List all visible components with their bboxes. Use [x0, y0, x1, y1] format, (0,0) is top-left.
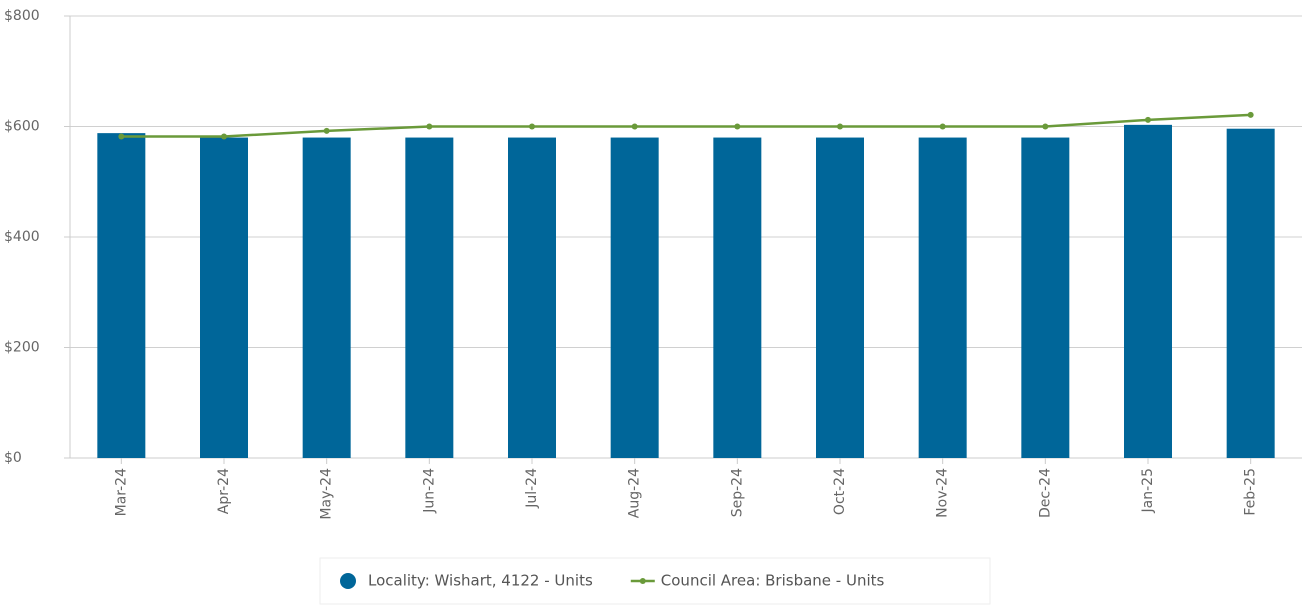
bar: [713, 137, 762, 459]
x-tick-label: Jul-24: [524, 468, 540, 509]
y-tick-label: $200: [4, 340, 40, 356]
bar: [1124, 124, 1172, 458]
x-tick-label: Oct-24: [832, 468, 848, 515]
line-point: [631, 123, 638, 130]
bar: [200, 137, 248, 459]
x-tick-label: Dec-24: [1037, 468, 1053, 518]
y-tick-label: $600: [4, 119, 40, 135]
legend-symbol: [340, 573, 356, 589]
x-tick-label: Aug-24: [627, 468, 643, 518]
legend-label: Council Area: Brisbane - Units: [661, 572, 885, 590]
x-tick-label: Jun-24: [421, 468, 437, 514]
bar: [405, 137, 454, 459]
y-tick-label: $0: [4, 450, 22, 466]
bar: [1226, 128, 1275, 458]
line-point: [323, 127, 330, 134]
line-point: [734, 123, 741, 130]
line-point: [221, 133, 227, 140]
line-point: [529, 123, 535, 130]
bar: [610, 137, 659, 459]
bar: [816, 137, 864, 459]
x-tick-label: Jan-25: [1140, 468, 1156, 513]
line-point: [939, 123, 946, 130]
legend-label: Locality: Wishart, 4122 - Units: [368, 572, 593, 590]
line-point: [1145, 116, 1151, 123]
line: [121, 113, 1251, 138]
legend-box: [319, 557, 991, 605]
bar: [1021, 137, 1070, 459]
x-tick-label: Apr-24: [216, 468, 232, 514]
line-point: [1247, 111, 1254, 118]
line-point: [837, 123, 843, 130]
legend-symbol: [639, 578, 646, 584]
x-tick-label: Sep-24: [729, 468, 745, 517]
x-tick-label: Nov-24: [935, 468, 951, 518]
line-point: [118, 133, 125, 140]
y-tick-label: $800: [4, 8, 40, 24]
y-tick-label: $400: [4, 229, 40, 245]
bar: [97, 133, 146, 458]
line-point: [1042, 123, 1049, 130]
line-point: [426, 123, 433, 130]
bar: [508, 137, 556, 459]
x-tick-label: Feb-25: [1243, 468, 1259, 516]
bar: [918, 137, 967, 459]
bar: [302, 137, 351, 459]
x-tick-label: May-24: [319, 468, 335, 520]
x-tick-label: Mar-24: [113, 468, 129, 516]
